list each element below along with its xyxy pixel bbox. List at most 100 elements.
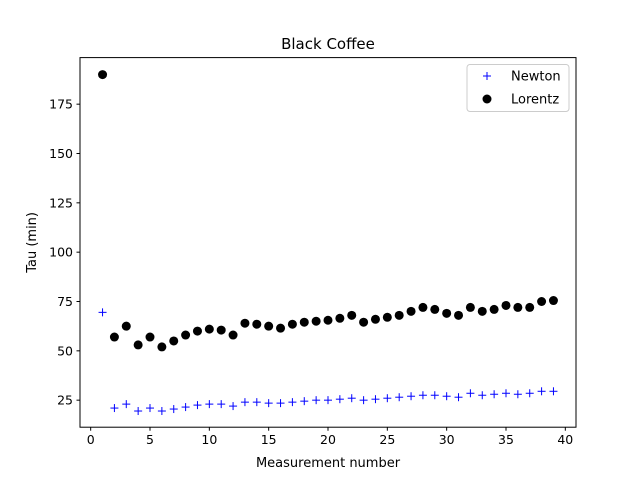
point-newton — [312, 396, 321, 405]
x-tick-label: 25 — [379, 432, 395, 447]
axis-ticks: 0 5 10 15 20 25 30 35 40 25 50 75 100 125 150 175 — [49, 97, 573, 448]
point-lorentz — [359, 317, 369, 327]
x-tick-label: 15 — [261, 432, 277, 447]
point-newton — [371, 395, 380, 404]
point-newton — [288, 398, 297, 407]
y-tick-label: 50 — [57, 343, 73, 358]
legend-box — [466, 64, 570, 112]
point-newton — [240, 398, 249, 407]
point-lorentz — [181, 330, 191, 340]
x-tick-label: 10 — [201, 432, 217, 447]
point-newton — [407, 392, 416, 401]
y-tick-label: 150 — [49, 146, 73, 161]
point-newton — [466, 389, 475, 398]
point-lorentz — [418, 302, 428, 312]
point-newton — [549, 387, 558, 396]
point-newton — [193, 401, 202, 410]
point-newton — [383, 394, 392, 403]
point-lorentz — [370, 314, 380, 324]
x-tick-label: 30 — [439, 432, 455, 447]
point-newton — [264, 399, 273, 408]
y-tick-label: 25 — [57, 393, 73, 408]
point-newton — [490, 390, 499, 399]
x-tick-label: 0 — [87, 432, 95, 447]
x-axis-label: Measurement number — [256, 456, 401, 471]
point-lorentz — [477, 306, 487, 316]
point-lorentz — [98, 70, 108, 80]
point-lorentz — [287, 319, 297, 329]
point-lorentz — [157, 342, 167, 352]
point-lorentz — [204, 324, 214, 334]
chart-title: Black Coffee — [281, 35, 375, 53]
x-tick-label: 40 — [557, 432, 573, 447]
point-lorentz — [513, 302, 523, 312]
point-newton — [157, 407, 166, 416]
point-newton — [478, 391, 487, 400]
point-newton — [205, 400, 214, 409]
point-lorentz — [430, 304, 440, 314]
point-newton — [276, 399, 285, 408]
point-lorentz — [442, 308, 452, 318]
point-lorentz — [525, 302, 535, 312]
point-lorentz — [133, 340, 143, 350]
plot-area — [80, 57, 576, 428]
point-lorentz — [335, 313, 345, 323]
point-lorentz — [121, 321, 131, 331]
point-newton — [300, 397, 309, 406]
legend-label-newton: Newton — [511, 70, 561, 85]
point-lorentz — [454, 310, 464, 320]
point-lorentz — [382, 312, 392, 322]
point-newton — [122, 400, 131, 409]
point-lorentz — [406, 306, 416, 316]
series-lorentz — [98, 70, 558, 352]
point-newton — [347, 394, 356, 403]
x-tick-label: 5 — [146, 432, 154, 447]
legend: Newton Lorentz — [466, 64, 570, 112]
point-newton — [430, 391, 439, 400]
point-lorentz — [169, 336, 179, 346]
x-tick-label: 35 — [498, 432, 514, 447]
point-lorentz — [394, 310, 404, 320]
point-lorentz — [311, 316, 321, 326]
point-lorentz — [501, 300, 511, 310]
point-lorentz — [323, 315, 333, 325]
point-lorentz — [264, 321, 274, 331]
point-newton — [98, 308, 107, 317]
point-newton — [181, 403, 190, 412]
plot-frame — [79, 57, 577, 428]
point-newton — [442, 392, 451, 401]
point-lorentz — [228, 330, 238, 340]
point-newton — [395, 393, 404, 402]
point-lorentz — [192, 326, 202, 336]
point-lorentz — [240, 318, 250, 328]
point-newton — [252, 398, 261, 407]
point-newton — [513, 390, 522, 399]
legend-marker-lorentz — [482, 94, 492, 104]
point-newton — [229, 402, 238, 411]
point-newton — [537, 387, 546, 396]
point-lorentz — [465, 302, 475, 312]
y-tick-label: 75 — [57, 294, 73, 309]
point-newton — [359, 396, 368, 405]
point-newton — [217, 400, 226, 409]
y-tick-label: 175 — [49, 97, 73, 112]
point-lorentz — [252, 319, 262, 329]
data-marks — [98, 70, 558, 416]
point-newton — [169, 405, 178, 414]
point-lorentz — [548, 296, 558, 306]
point-lorentz — [276, 323, 286, 333]
point-lorentz — [347, 310, 357, 320]
point-newton — [146, 404, 155, 413]
point-newton — [454, 393, 463, 402]
point-newton — [324, 396, 332, 405]
point-newton — [134, 407, 143, 416]
point-lorentz — [489, 304, 499, 314]
point-lorentz — [145, 332, 155, 342]
y-tick-label: 125 — [49, 195, 73, 210]
point-newton — [525, 389, 534, 398]
point-newton — [418, 391, 427, 400]
legend-marker-newton — [483, 72, 491, 80]
point-lorentz — [216, 325, 226, 335]
y-axis-label: Tau (min) — [25, 212, 40, 274]
